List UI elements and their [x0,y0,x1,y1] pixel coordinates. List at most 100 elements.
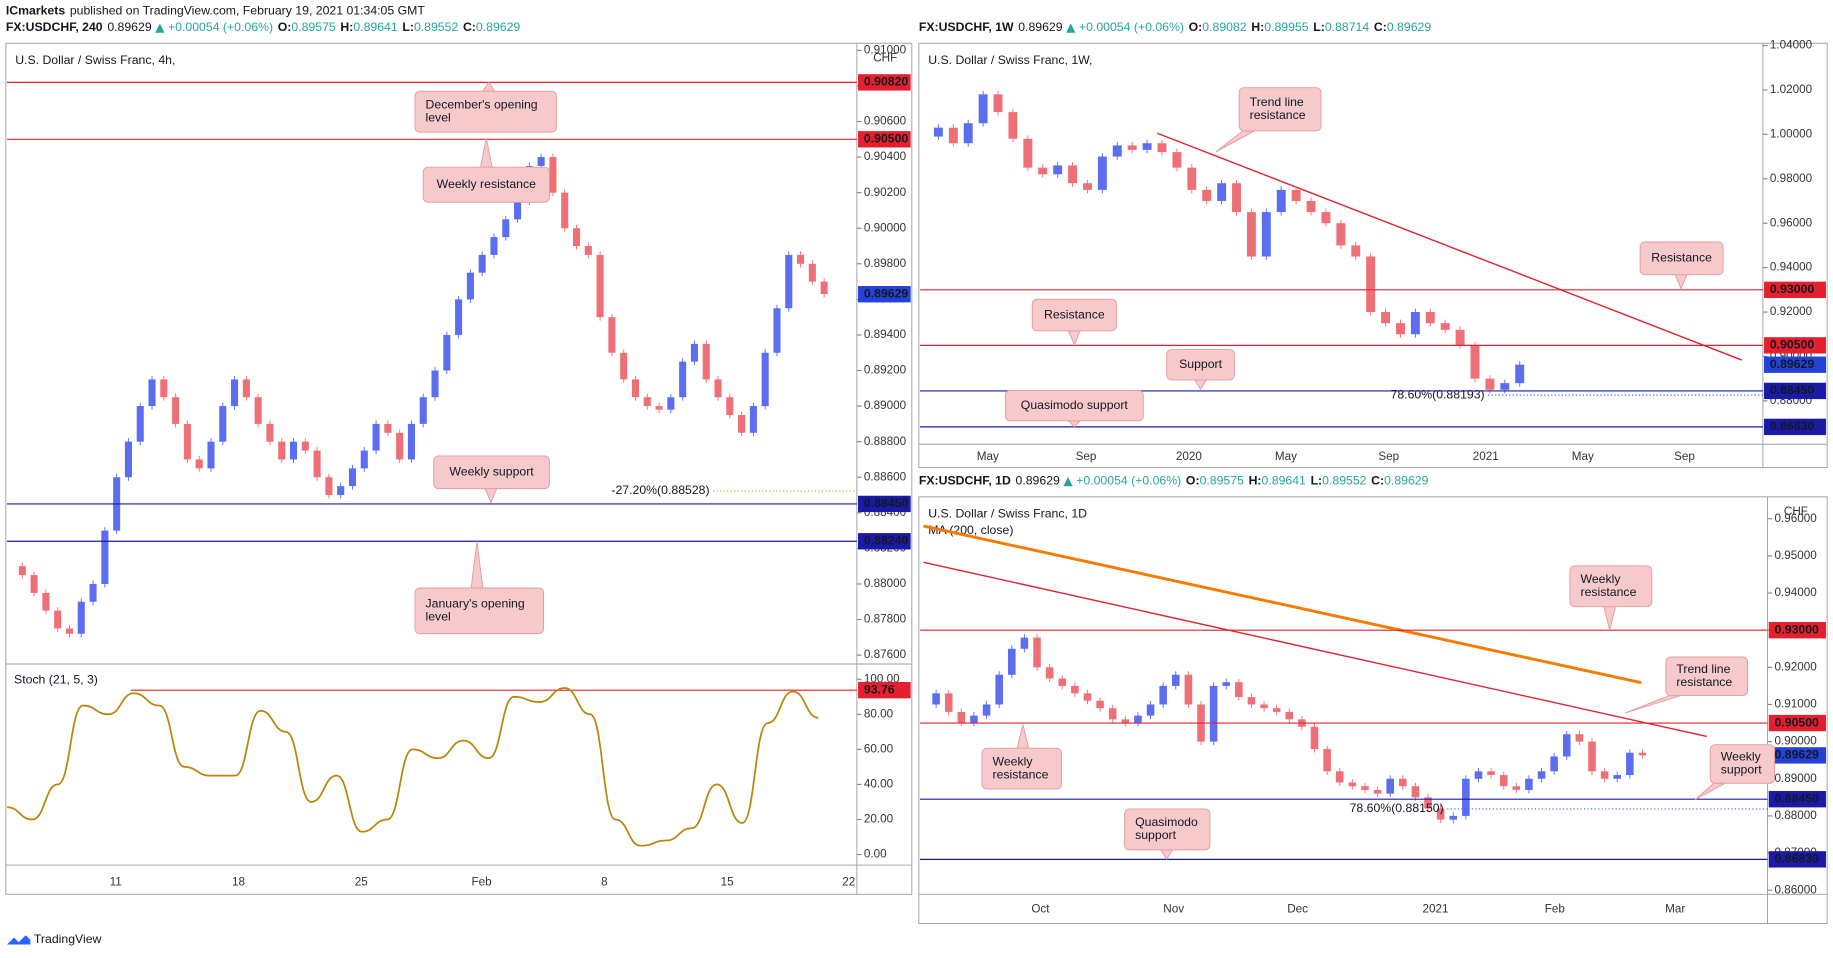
candle [278,441,286,460]
callout-text: January's opening [426,597,525,611]
x-tick-label: Feb [472,876,493,889]
price-tag [858,495,911,513]
candle [1159,685,1167,705]
candle [254,397,262,424]
candle [1351,245,1361,257]
ohlc-label: L: [1313,20,1325,34]
candle [172,397,180,424]
price-tag-label: 0.93000 [1770,282,1815,296]
candle [1291,189,1301,201]
candle [970,715,978,724]
y-tick-label: 1.00000 [1770,127,1813,140]
panel-title: U.S. Dollar / Swiss Franc, 4h, [15,53,175,67]
candle [1121,719,1130,724]
y-tick-label: 0.00 [864,848,887,861]
symbol-header: FX:USDCHF, 1W 0.89629 +0.00054 (+0.06%) O:0… [919,20,1432,34]
candle [1096,700,1104,709]
callout-text: Weekly [1580,572,1621,586]
candle [1562,734,1571,757]
candle [1613,775,1622,779]
callout-text: Support [1179,357,1223,371]
candle [561,192,569,229]
price-tag [858,131,911,148]
candle [1157,143,1167,153]
y-tick-label: 0.96000 [1775,512,1818,525]
candle [1097,156,1107,190]
footer-logo: TradingView [7,932,102,946]
candle [1512,786,1521,790]
stoch-line [6,687,819,847]
candle [957,711,966,724]
candle [993,94,1003,113]
candle [18,566,26,576]
candle [242,379,250,398]
callout-text: Trend line [1676,662,1730,676]
ohlc-label: O: [1186,474,1200,488]
callout [1238,87,1322,132]
candle [1638,752,1647,756]
candle [820,281,828,295]
candle [1449,815,1458,820]
y-tick-label: 0.94000 [1775,586,1818,599]
x-tick-label: Feb [1545,903,1566,916]
symbol-header: FX:USDCHF, 240 0.89629 +0.00054 (+0.06%) O:… [6,20,521,34]
candle [195,459,203,469]
candle [1425,312,1435,324]
candle [313,450,321,478]
callout [433,455,550,490]
candle [631,379,640,398]
candle [160,379,168,398]
chart-panel: FX:USDCHF, 1D 0.89629 +0.00054 (+0.06%) O:0… [918,474,1828,924]
candle [1310,726,1319,750]
ohlc-value: 0.89629 [1387,20,1432,34]
candle [932,693,940,705]
symbol: FX:USDCHF, 240 [6,20,103,34]
publisher: ICmarkets [6,4,65,18]
candle [419,397,427,424]
price-tag [858,533,911,550]
x-tick-label: Sep [1674,450,1695,463]
candle [30,575,38,593]
x-tick-label: 2021 [1473,450,1499,463]
candle [1222,682,1231,686]
candle [995,674,1003,705]
price-tag-label: 0.86830 [1770,419,1815,433]
x-tick-label: 25 [355,876,369,889]
candle [1276,189,1286,213]
candle [1134,715,1142,724]
candle [1499,775,1508,787]
candle [1058,678,1067,686]
candle [231,379,239,407]
candle [1487,771,1495,776]
candle [514,201,522,220]
price-tag-label: 93.76 [864,682,895,696]
last-price: 0.89629 [1018,20,1063,34]
candle [944,693,953,712]
candle [978,94,988,124]
candle [1455,329,1465,346]
candle [1171,674,1180,686]
x-tick-label: Dec [1287,903,1308,916]
candle [1082,183,1092,190]
candle [643,397,651,407]
price-tag-label: 0.90500 [1770,338,1815,352]
candle [690,343,698,362]
callout-text: level [426,110,451,124]
ohlc-label: O: [1189,20,1203,34]
candle [1108,708,1117,720]
ohlc-value: 0.89552 [414,20,459,34]
candle [1187,167,1197,190]
panel-title: U.S. Dollar / Swiss Franc, 1W, [928,53,1092,67]
callout [422,166,550,203]
candle [1008,112,1018,139]
callout [1709,744,1776,784]
y-tick-label: 0.90400 [864,150,907,163]
price-tag-label: 0.89629 [1770,357,1815,371]
ohlc-label: L: [1311,474,1323,488]
candle [396,432,404,460]
candle [219,406,227,442]
candle [1217,183,1227,201]
candle [702,343,710,380]
